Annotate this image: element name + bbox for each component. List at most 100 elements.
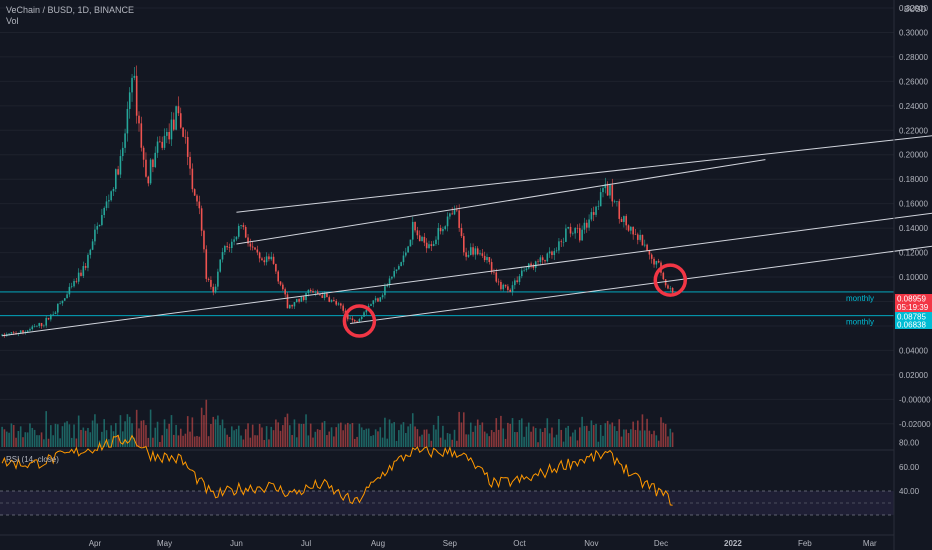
volume-bar	[511, 418, 514, 447]
volume-bar	[168, 423, 170, 447]
volume-bar	[196, 435, 198, 447]
candle-body	[149, 159, 152, 184]
candle-body	[298, 299, 300, 302]
volume-bar	[488, 436, 491, 447]
volume-bar	[643, 430, 646, 447]
candle-body	[653, 258, 655, 265]
volume-indicator-label[interactable]: Vol	[6, 16, 19, 26]
volume-bar	[539, 428, 542, 447]
candle-body	[599, 192, 602, 207]
trendlines[interactable]	[2, 134, 932, 337]
trendline[interactable]	[350, 244, 932, 324]
price-tick-label: 0.22000	[899, 126, 928, 135]
candle-body	[261, 258, 263, 261]
volume-bar	[360, 427, 363, 447]
rsi-indicator-label[interactable]: RSI (14, close)	[6, 455, 59, 464]
candle-body	[493, 272, 495, 273]
volume-bar	[270, 426, 273, 447]
volume-bar	[469, 422, 472, 447]
volume-bar	[289, 425, 291, 447]
trendline[interactable]	[236, 159, 766, 245]
candle-body	[224, 245, 226, 253]
volume-bar	[249, 437, 252, 447]
volume-bar	[154, 427, 157, 447]
volume-bar	[82, 427, 85, 447]
candle-body	[579, 228, 581, 241]
volume-bar	[221, 419, 224, 447]
candle-body	[270, 256, 273, 260]
candle-body	[516, 280, 518, 282]
volume-bar	[24, 432, 27, 447]
candle-body	[641, 234, 644, 246]
volume-bar	[411, 413, 414, 447]
volume-bar	[384, 417, 386, 447]
candle-body	[544, 260, 546, 262]
candle-body	[463, 236, 465, 253]
candle-body	[1, 334, 3, 336]
candle-body	[590, 212, 593, 220]
price-candles	[1, 65, 674, 338]
volume-bar	[219, 425, 221, 447]
volume-bar	[667, 436, 669, 447]
volume-bar	[31, 427, 34, 447]
candle-body	[207, 278, 210, 280]
volume-bar	[595, 423, 597, 447]
volume-bar	[585, 425, 588, 447]
volume-bar	[316, 429, 319, 447]
candle-body	[402, 255, 405, 263]
candle-body	[328, 297, 331, 302]
currency-label: BUSD	[904, 5, 926, 14]
volume-bar	[40, 432, 43, 447]
candle-body	[302, 296, 305, 301]
volume-bar	[613, 426, 616, 447]
candle-body	[525, 268, 528, 271]
candle-body	[409, 239, 412, 247]
candle-body	[671, 287, 674, 293]
candle-body	[268, 256, 270, 260]
trendline[interactable]	[2, 211, 932, 337]
volume-bar	[537, 442, 539, 447]
volume-bar	[377, 431, 379, 447]
volume-bar	[128, 416, 131, 447]
candle-body	[50, 314, 52, 320]
candle-body	[655, 260, 658, 265]
candle-body	[602, 188, 604, 193]
candle-body	[316, 291, 319, 295]
price-tick-label: -0.02000	[899, 420, 931, 429]
volume-bar	[240, 435, 242, 447]
volume-bar	[660, 417, 662, 447]
volume-bar	[319, 429, 321, 447]
price-badge	[895, 294, 932, 312]
candle-body	[59, 303, 61, 304]
candle-body	[217, 271, 219, 287]
volume-bar	[430, 440, 433, 447]
candle-body	[363, 312, 365, 317]
volume-bar	[54, 423, 57, 447]
time-axis[interactable]: AprMayJunJulAugSepOctNovDec2022FebMarApr	[89, 539, 932, 548]
volume-bar	[210, 424, 212, 447]
highlight-circle	[653, 263, 688, 297]
volume-bar	[465, 434, 467, 447]
candle-body	[54, 312, 57, 315]
candle-body	[490, 262, 493, 273]
candle-body	[384, 286, 386, 296]
candle-body	[435, 239, 437, 245]
volume-bar	[200, 407, 203, 447]
volume-bar	[89, 432, 92, 447]
volume-bar	[45, 411, 47, 447]
volume-bar	[379, 427, 382, 447]
candle-body	[585, 222, 588, 228]
highlight-circle	[342, 304, 377, 338]
candle-body	[110, 191, 112, 201]
trendline[interactable]	[236, 134, 932, 213]
volume-bar	[611, 422, 614, 447]
candle-body	[592, 212, 595, 215]
candle-body	[576, 228, 579, 229]
candle-body	[509, 289, 511, 292]
volume-bar	[340, 422, 342, 447]
candle-body	[469, 247, 472, 255]
candle-body	[572, 233, 574, 235]
candle-body	[613, 201, 616, 202]
candle-body	[620, 218, 623, 222]
